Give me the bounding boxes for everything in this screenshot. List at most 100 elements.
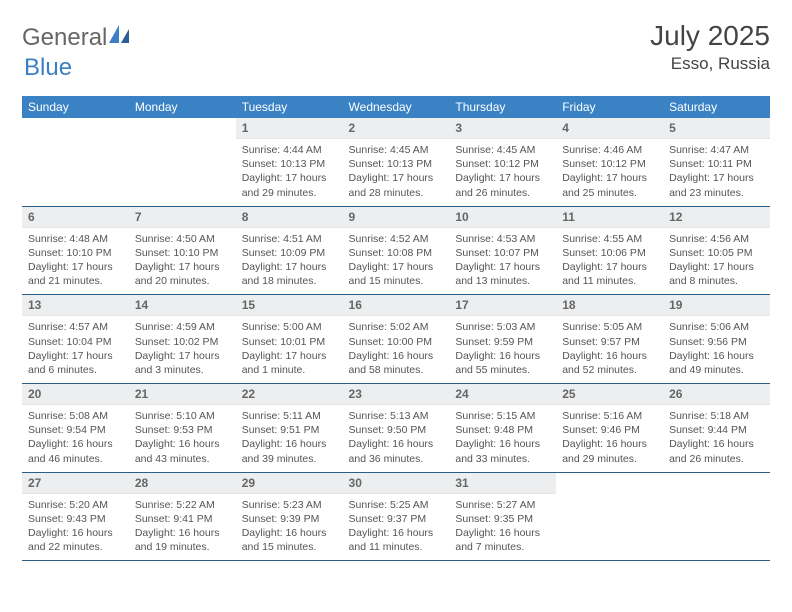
sunrise-line: Sunrise: 4:44 AM — [242, 143, 337, 157]
day-number: 28 — [129, 473, 236, 494]
day-number: 20 — [22, 384, 129, 405]
daylight-line: Daylight: 16 hours — [135, 526, 230, 540]
day-number: 8 — [236, 207, 343, 228]
daylight-line: Daylight: 16 hours — [349, 349, 444, 363]
day-details: Sunrise: 4:46 AMSunset: 10:12 PMDaylight… — [556, 139, 663, 206]
daylight-line: Daylight: 16 hours — [669, 349, 764, 363]
dow-thursday: Thursday — [449, 96, 556, 118]
calendar-cell: 21Sunrise: 5:10 AMSunset: 9:53 PMDayligh… — [129, 384, 236, 473]
daylight-line: and 28 minutes. — [349, 186, 444, 200]
month-title: July 2025 — [650, 20, 770, 52]
daylight-line: and 8 minutes. — [669, 274, 764, 288]
sunrise-line: Sunrise: 4:46 AM — [562, 143, 657, 157]
day-details: Sunrise: 5:22 AMSunset: 9:41 PMDaylight:… — [129, 494, 236, 561]
calendar-table: Sunday Monday Tuesday Wednesday Thursday… — [22, 96, 770, 561]
sunrise-line: Sunrise: 5:08 AM — [28, 409, 123, 423]
sunrise-line: Sunrise: 4:55 AM — [562, 232, 657, 246]
sunset-line: Sunset: 10:08 PM — [349, 246, 444, 260]
daylight-line: and 11 minutes. — [562, 274, 657, 288]
sunrise-line: Sunrise: 5:20 AM — [28, 498, 123, 512]
calendar-body: ....1Sunrise: 4:44 AMSunset: 10:13 PMDay… — [22, 118, 770, 561]
day-details: Sunrise: 5:10 AMSunset: 9:53 PMDaylight:… — [129, 405, 236, 472]
calendar-cell: 8Sunrise: 4:51 AMSunset: 10:09 PMDayligh… — [236, 206, 343, 295]
calendar-cell: 15Sunrise: 5:00 AMSunset: 10:01 PMDaylig… — [236, 295, 343, 384]
daylight-line: and 29 minutes. — [242, 186, 337, 200]
sunrise-line: Sunrise: 4:53 AM — [455, 232, 550, 246]
day-details: Sunrise: 4:45 AMSunset: 10:12 PMDaylight… — [449, 139, 556, 206]
day-number: 18 — [556, 295, 663, 316]
sunset-line: Sunset: 9:35 PM — [455, 512, 550, 526]
daylight-line: Daylight: 17 hours — [135, 260, 230, 274]
dow-sunday: Sunday — [22, 96, 129, 118]
daylight-line: and 33 minutes. — [455, 452, 550, 466]
daylight-line: Daylight: 17 hours — [242, 260, 337, 274]
sunrise-line: Sunrise: 5:18 AM — [669, 409, 764, 423]
calendar-cell: 5Sunrise: 4:47 AMSunset: 10:11 PMDayligh… — [663, 118, 770, 206]
sunset-line: Sunset: 10:12 PM — [562, 157, 657, 171]
daylight-line: Daylight: 17 hours — [562, 260, 657, 274]
sunrise-line: Sunrise: 5:13 AM — [349, 409, 444, 423]
day-details: Sunrise: 4:59 AMSunset: 10:02 PMDaylight… — [129, 316, 236, 383]
calendar-cell: 20Sunrise: 5:08 AMSunset: 9:54 PMDayligh… — [22, 384, 129, 473]
sunset-line: Sunset: 9:48 PM — [455, 423, 550, 437]
day-number: 12 — [663, 207, 770, 228]
daylight-line: Daylight: 17 hours — [28, 260, 123, 274]
day-number: 13 — [22, 295, 129, 316]
day-number: 30 — [343, 473, 450, 494]
sunset-line: Sunset: 10:02 PM — [135, 335, 230, 349]
sunrise-line: Sunrise: 4:50 AM — [135, 232, 230, 246]
daylight-line: and 22 minutes. — [28, 540, 123, 554]
calendar-cell: 14Sunrise: 4:59 AMSunset: 10:02 PMDaylig… — [129, 295, 236, 384]
sunset-line: Sunset: 9:50 PM — [349, 423, 444, 437]
calendar-week-row: 27Sunrise: 5:20 AMSunset: 9:43 PMDayligh… — [22, 472, 770, 561]
calendar-cell: 23Sunrise: 5:13 AMSunset: 9:50 PMDayligh… — [343, 384, 450, 473]
sunset-line: Sunset: 10:07 PM — [455, 246, 550, 260]
day-details: Sunrise: 5:16 AMSunset: 9:46 PMDaylight:… — [556, 405, 663, 472]
daylight-line: Daylight: 17 hours — [455, 260, 550, 274]
day-number: 27 — [22, 473, 129, 494]
daylight-line: Daylight: 16 hours — [455, 437, 550, 451]
sunset-line: Sunset: 10:05 PM — [669, 246, 764, 260]
sunset-line: Sunset: 10:13 PM — [349, 157, 444, 171]
title-block: July 2025 Esso, Russia — [650, 20, 770, 74]
sunset-line: Sunset: 9:57 PM — [562, 335, 657, 349]
daylight-line: Daylight: 16 hours — [455, 349, 550, 363]
daylight-line: Daylight: 17 hours — [242, 171, 337, 185]
day-number: 19 — [663, 295, 770, 316]
daylight-line: and 19 minutes. — [135, 540, 230, 554]
day-number: 14 — [129, 295, 236, 316]
calendar-week-row: 6Sunrise: 4:48 AMSunset: 10:10 PMDayligh… — [22, 206, 770, 295]
day-details: Sunrise: 5:00 AMSunset: 10:01 PMDaylight… — [236, 316, 343, 383]
sunrise-line: Sunrise: 5:22 AM — [135, 498, 230, 512]
calendar-cell: 19Sunrise: 5:06 AMSunset: 9:56 PMDayligh… — [663, 295, 770, 384]
sunset-line: Sunset: 9:56 PM — [669, 335, 764, 349]
daylight-line: Daylight: 16 hours — [28, 437, 123, 451]
calendar-cell: 2Sunrise: 4:45 AMSunset: 10:13 PMDayligh… — [343, 118, 450, 206]
sunset-line: Sunset: 9:39 PM — [242, 512, 337, 526]
calendar-header-row: Sunday Monday Tuesday Wednesday Thursday… — [22, 96, 770, 118]
calendar-cell: 24Sunrise: 5:15 AMSunset: 9:48 PMDayligh… — [449, 384, 556, 473]
day-number: 6 — [22, 207, 129, 228]
daylight-line: Daylight: 16 hours — [135, 437, 230, 451]
calendar-cell: 31Sunrise: 5:27 AMSunset: 9:35 PMDayligh… — [449, 472, 556, 561]
day-details: Sunrise: 5:23 AMSunset: 9:39 PMDaylight:… — [236, 494, 343, 561]
sunrise-line: Sunrise: 5:03 AM — [455, 320, 550, 334]
calendar-cell: 17Sunrise: 5:03 AMSunset: 9:59 PMDayligh… — [449, 295, 556, 384]
day-details: Sunrise: 5:11 AMSunset: 9:51 PMDaylight:… — [236, 405, 343, 472]
dow-friday: Friday — [556, 96, 663, 118]
day-details: Sunrise: 5:05 AMSunset: 9:57 PMDaylight:… — [556, 316, 663, 383]
daylight-line: and 29 minutes. — [562, 452, 657, 466]
sunrise-line: Sunrise: 4:59 AM — [135, 320, 230, 334]
daylight-line: and 3 minutes. — [135, 363, 230, 377]
sunset-line: Sunset: 9:59 PM — [455, 335, 550, 349]
calendar-cell: 10Sunrise: 4:53 AMSunset: 10:07 PMDaylig… — [449, 206, 556, 295]
daylight-line: and 11 minutes. — [349, 540, 444, 554]
day-details: Sunrise: 4:52 AMSunset: 10:08 PMDaylight… — [343, 228, 450, 295]
daylight-line: Daylight: 17 hours — [349, 260, 444, 274]
location-subtitle: Esso, Russia — [650, 54, 770, 74]
daylight-line: and 23 minutes. — [669, 186, 764, 200]
day-number: 9 — [343, 207, 450, 228]
day-number: 21 — [129, 384, 236, 405]
calendar-cell: 11Sunrise: 4:55 AMSunset: 10:06 PMDaylig… — [556, 206, 663, 295]
daylight-line: and 58 minutes. — [349, 363, 444, 377]
